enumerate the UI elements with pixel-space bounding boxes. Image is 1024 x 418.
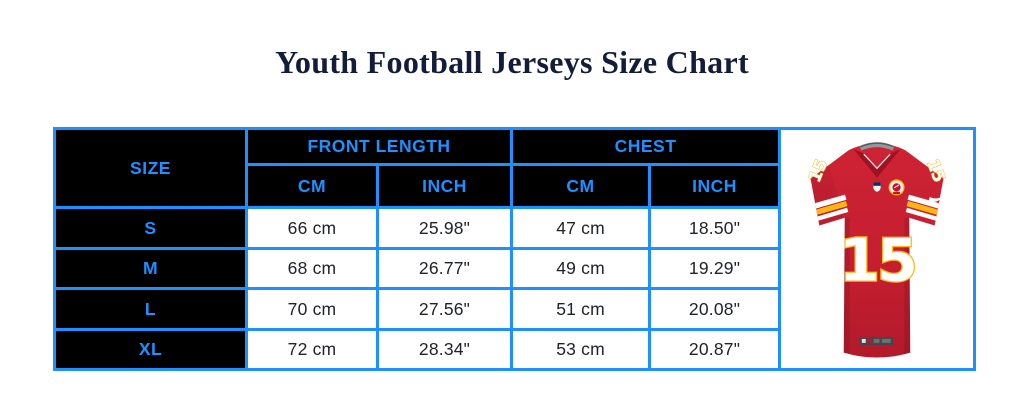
size-chart-table: SIZE FRONT LENGTH CHEST [53, 127, 977, 371]
collar-white-trim [863, 153, 891, 170]
sleeve-stripe-left-white-1 [814, 194, 847, 209]
front-cm-s: 66 cm [245, 206, 379, 250]
side-mesh-left [841, 217, 850, 355]
jersey-number-chest: 15 [839, 226, 915, 294]
chest-inch-xl: 20.87" [648, 328, 782, 371]
size-label-s: S [53, 206, 248, 250]
column-header-chest: CHEST [510, 127, 782, 166]
collar-inner-band [859, 142, 895, 151]
nike-swoosh-icon [928, 194, 945, 202]
sleeve-stripe-right-white-1 [907, 194, 940, 209]
column-header-size: SIZE [53, 127, 248, 209]
chiefs-patch-logo [888, 179, 905, 196]
header-row-groups: SIZE FRONT LENGTH CHEST [53, 127, 977, 371]
jersey-image-cell: 15 15 15 [778, 127, 977, 371]
column-header-front-length: FRONT LENGTH [244, 127, 514, 166]
sleeve-stripe-right-white-2 [905, 207, 938, 221]
front-cm-m: 68 cm [245, 247, 379, 290]
size-label-l: L [53, 287, 248, 331]
size-label-m: M [53, 247, 248, 290]
chest-cm-m: 49 cm [510, 247, 652, 290]
sleeve-stripe-left-gold [815, 200, 848, 215]
front-cm-l: 70 cm [245, 287, 379, 331]
chest-inch-m: 19.29" [648, 247, 782, 290]
sleeve-stripe-right-gold [906, 200, 939, 215]
front-cm-xl: 72 cm [245, 328, 379, 371]
front-inch-s: 25.98" [375, 206, 514, 250]
nfl-shield-logo [873, 182, 881, 192]
chest-inch-l: 20.08" [648, 287, 782, 331]
table-row-s: S 66 cm 25.98" 47 cm 18.50" [53, 206, 975, 250]
side-mesh-right [904, 217, 913, 355]
front-inch-l: 27.56" [375, 287, 514, 331]
column-header-chest-inch: INCH [648, 163, 782, 209]
front-inch-m: 26.77" [375, 247, 514, 290]
column-header-chest-cm: CM [510, 163, 652, 209]
table-row-m: M 68 cm 26.77" 49 cm 19.29" [53, 247, 975, 290]
jersey-illustration: 15 15 15 [805, 142, 950, 358]
collar-inner-line [860, 142, 894, 148]
chest-cm-xl: 53 cm [510, 328, 652, 371]
page-title: Youth Football Jerseys Size Chart [275, 44, 749, 80]
chest-cm-l: 51 cm [510, 287, 652, 331]
jock-tag [859, 337, 894, 345]
sleeve-stripe-left-white-2 [816, 207, 849, 221]
chest-cm-s: 47 cm [510, 206, 652, 250]
table-row-xl: XL 72 cm 28.34" 53 cm 20.87" [53, 328, 975, 371]
table-row-l: L 70 cm 27.56" 51 cm 20.08" [53, 287, 975, 331]
chest-inch-s: 18.50" [648, 206, 782, 250]
front-inch-xl: 28.34" [375, 328, 514, 371]
column-header-front-cm: CM [245, 163, 379, 209]
header-row-units: CM INCH CM INCH [55, 163, 975, 209]
column-header-front-inch: INCH [375, 163, 514, 209]
size-label-xl: XL [53, 328, 248, 371]
jersey-product-image: 15 15 15 [781, 130, 973, 368]
